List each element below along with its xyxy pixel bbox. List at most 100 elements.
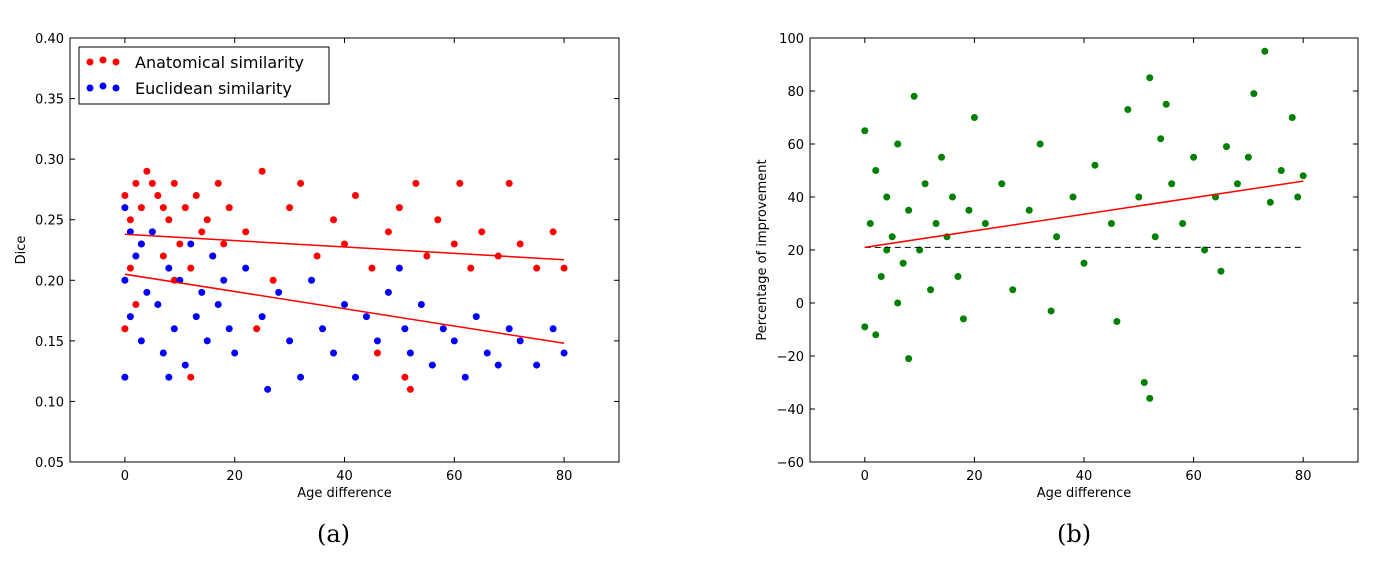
data-point [264, 385, 272, 393]
y-tick-label: 40 [787, 191, 804, 206]
data-point [905, 355, 913, 363]
data-point [1146, 74, 1154, 82]
plot-frame [809, 37, 1359, 463]
data-point [214, 301, 222, 309]
y-axis-label: Percentage of improvement [755, 159, 770, 340]
legend-marker [112, 58, 120, 66]
data-point [861, 127, 869, 135]
data-point [198, 228, 206, 236]
data-point [1190, 153, 1198, 161]
x-tick-label: 40 [1076, 469, 1093, 484]
data-point [883, 193, 891, 201]
data-point [351, 191, 359, 199]
data-point [203, 216, 211, 224]
data-point [258, 167, 266, 175]
data-point [412, 179, 420, 187]
data-point [181, 204, 189, 212]
data-point [1135, 193, 1143, 201]
x-tick-label: 0 [861, 469, 869, 484]
data-point [872, 167, 880, 174]
data-point [948, 193, 956, 201]
data-point [143, 288, 151, 296]
y-tick-label: 20 [787, 244, 804, 259]
data-point [198, 288, 206, 296]
data-point [921, 180, 929, 188]
data-point [1168, 180, 1176, 188]
data-point [1091, 161, 1099, 169]
x-tick-label: 60 [446, 469, 463, 484]
data-point [362, 313, 370, 321]
data-point [954, 273, 962, 280]
data-point [132, 301, 140, 309]
data-point [877, 273, 885, 280]
data-point [505, 325, 513, 333]
data-point [533, 264, 541, 272]
data-point [406, 349, 414, 357]
data-point [154, 301, 162, 309]
data-point [894, 299, 902, 307]
y-tick-label: 0.20 [35, 274, 64, 289]
data-point [225, 204, 233, 212]
data-point [165, 216, 173, 224]
legend-marker [99, 56, 107, 64]
y-tick-label: 0.35 [35, 93, 64, 108]
x-tick-label: 20 [226, 469, 243, 484]
data-point [1069, 193, 1077, 201]
data-point [1080, 259, 1088, 267]
data-point [894, 140, 902, 148]
data-point [384, 228, 392, 236]
data-point [258, 313, 266, 321]
data-point [121, 373, 129, 381]
y-tick-label: −20 [777, 350, 804, 365]
data-point [341, 240, 348, 248]
y-tick-label: 100 [779, 32, 804, 47]
data-point [505, 179, 513, 187]
trend-line [124, 273, 565, 345]
data-point [417, 301, 425, 309]
trend-line [124, 233, 565, 261]
data-point [165, 264, 173, 272]
data-point [286, 337, 294, 345]
data-point [1157, 135, 1165, 143]
data-point [308, 276, 316, 284]
x-axis-label: Age difference [297, 486, 392, 501]
data-point [1113, 318, 1121, 326]
data-point [883, 246, 891, 254]
data-point [384, 288, 392, 296]
data-point [1294, 193, 1302, 201]
data-point [253, 325, 261, 333]
data-point [351, 373, 359, 381]
x-tick-label: 60 [1185, 469, 1202, 484]
data-point [242, 228, 250, 236]
data-point [1140, 379, 1148, 386]
data-point [472, 313, 480, 321]
data-point [1009, 286, 1017, 294]
data-point [373, 337, 381, 345]
legend-label: Euclidean similarity [135, 79, 292, 98]
data-point [1162, 100, 1170, 108]
data-point [121, 325, 129, 333]
data-point [126, 264, 134, 272]
data-point [959, 315, 967, 323]
data-point [1217, 267, 1225, 275]
legend-marker [112, 84, 120, 92]
data-point [395, 204, 403, 212]
legend-marker [99, 82, 107, 90]
data-point [905, 206, 913, 214]
data-point [1146, 394, 1154, 402]
data-point [220, 276, 228, 284]
data-point [1244, 153, 1252, 161]
data-point [192, 191, 200, 199]
data-point [401, 373, 409, 381]
data-point [187, 240, 195, 248]
data-point [1107, 220, 1115, 227]
data-point [121, 276, 129, 284]
data-point [872, 331, 880, 339]
data-point [170, 179, 178, 187]
data-point [148, 179, 156, 187]
data-point [406, 385, 414, 393]
data-point [368, 264, 376, 272]
x-tick-label: 0 [121, 469, 129, 484]
y-axis-label: Dice [14, 236, 29, 265]
data-point [341, 301, 348, 309]
